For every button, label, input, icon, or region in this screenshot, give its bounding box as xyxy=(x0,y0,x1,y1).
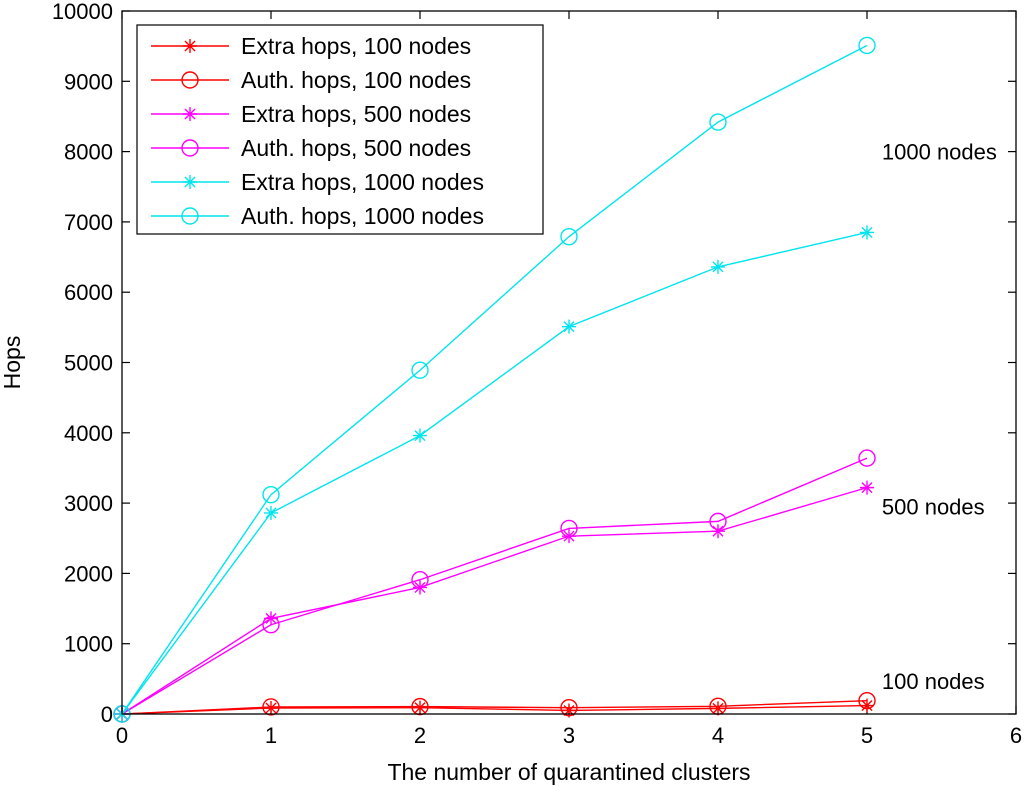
y-tick-label: 6000 xyxy=(64,280,113,305)
data-point-star xyxy=(562,319,576,334)
y-tick-label: 8000 xyxy=(64,140,113,165)
data-point-circle xyxy=(560,519,578,538)
legend-label: Extra hops, 500 nodes xyxy=(241,101,471,127)
y-tick-label: 3000 xyxy=(64,491,113,516)
legend: Extra hops, 100 nodes Auth. hops, 100 nod… xyxy=(136,24,544,235)
y-tick-label: 7000 xyxy=(64,210,113,235)
legend-swatch-marker xyxy=(181,139,199,157)
data-point-circle xyxy=(858,36,876,55)
legend-item: Extra hops, 500 nodes xyxy=(151,101,471,127)
data-point-circle xyxy=(560,227,578,246)
legend-label: Extra hops, 1000 nodes xyxy=(241,169,484,195)
data-point-star xyxy=(860,698,874,713)
annotation-label: 500 nodes xyxy=(882,495,985,520)
data-point-circle xyxy=(262,616,280,634)
series-layer xyxy=(113,36,876,723)
x-tick-label: 3 xyxy=(563,723,575,748)
legend-item: Extra hops, 100 nodes xyxy=(151,33,471,59)
annotations: 1000 nodes 500 nodes 100 nodes xyxy=(882,140,997,694)
y-tick-label: 9000 xyxy=(64,69,113,94)
series-auth-hops-1000-nodes xyxy=(113,36,876,723)
data-point-circle xyxy=(411,571,429,589)
annotation-label: 1000 nodes xyxy=(882,140,997,165)
series-line xyxy=(121,486,868,715)
legend-item: Auth. hops, 1000 nodes xyxy=(151,203,484,229)
data-point-circle xyxy=(411,361,429,379)
y-tick-label: 5000 xyxy=(64,351,113,376)
legend-swatch-marker xyxy=(183,107,197,121)
x-axis-title: The number of quarantined clusters xyxy=(387,759,750,785)
legend-swatch-marker xyxy=(181,71,199,89)
y-tick-label: 0 xyxy=(101,702,113,727)
y-tick-label: 2000 xyxy=(64,561,113,586)
y-tick-label: 4000 xyxy=(64,421,113,446)
legend-box xyxy=(136,24,544,235)
data-point-star xyxy=(413,700,427,715)
y-axis-title: Hops xyxy=(0,336,25,390)
data-point-star xyxy=(860,225,874,240)
series-line xyxy=(121,457,868,715)
legend-swatch-marker xyxy=(183,175,197,189)
series-line xyxy=(121,699,868,715)
y-tick-label: 1000 xyxy=(64,632,113,657)
legend-item: Auth. hops, 100 nodes xyxy=(151,67,471,93)
data-point-circle xyxy=(262,698,280,716)
data-point-star xyxy=(860,480,874,495)
legend-swatch-marker xyxy=(183,39,197,53)
data-point-circle xyxy=(709,512,727,531)
data-point-star xyxy=(264,611,278,626)
legend-swatch-marker xyxy=(181,207,199,225)
series-line xyxy=(121,231,868,715)
legend-label: Auth. hops, 100 nodes xyxy=(241,67,471,93)
data-point-circle xyxy=(262,485,280,504)
x-tick-label: 0 xyxy=(116,723,128,748)
legend-label: Extra hops, 100 nodes xyxy=(241,33,471,59)
x-tick-label: 4 xyxy=(712,723,724,748)
legend-item: Extra hops, 1000 nodes xyxy=(151,169,484,195)
series-line xyxy=(121,44,868,715)
data-point-star xyxy=(711,524,725,539)
legend-item: Auth. hops, 500 nodes xyxy=(151,135,471,161)
data-point-circle xyxy=(858,449,876,467)
x-tick-label: 2 xyxy=(414,723,426,748)
data-point-circle xyxy=(709,113,727,131)
data-point-star xyxy=(562,703,576,718)
data-point-star xyxy=(264,701,278,716)
legend-label: Auth. hops, 1000 nodes xyxy=(241,203,484,229)
y-tick-label: 10000 xyxy=(52,0,113,24)
tick-labels: 0 1 2 3 4 5 6 0 1000 2000 3000 4000 5000 6000 7000 8000… xyxy=(52,0,1022,748)
data-point-star xyxy=(711,701,725,716)
data-point-circle xyxy=(560,698,578,717)
x-tick-label: 1 xyxy=(265,723,277,748)
x-tick-label: 6 xyxy=(1010,723,1022,748)
legend-label: Auth. hops, 500 nodes xyxy=(241,135,471,161)
annotation-label: 100 nodes xyxy=(882,669,985,694)
x-tick-label: 5 xyxy=(861,723,873,748)
data-point-star xyxy=(711,259,725,274)
series-line xyxy=(121,704,868,715)
data-point-star xyxy=(413,428,427,443)
plot-area-frame xyxy=(121,10,1017,715)
data-point-circle xyxy=(858,691,876,710)
data-point-star xyxy=(264,505,278,520)
